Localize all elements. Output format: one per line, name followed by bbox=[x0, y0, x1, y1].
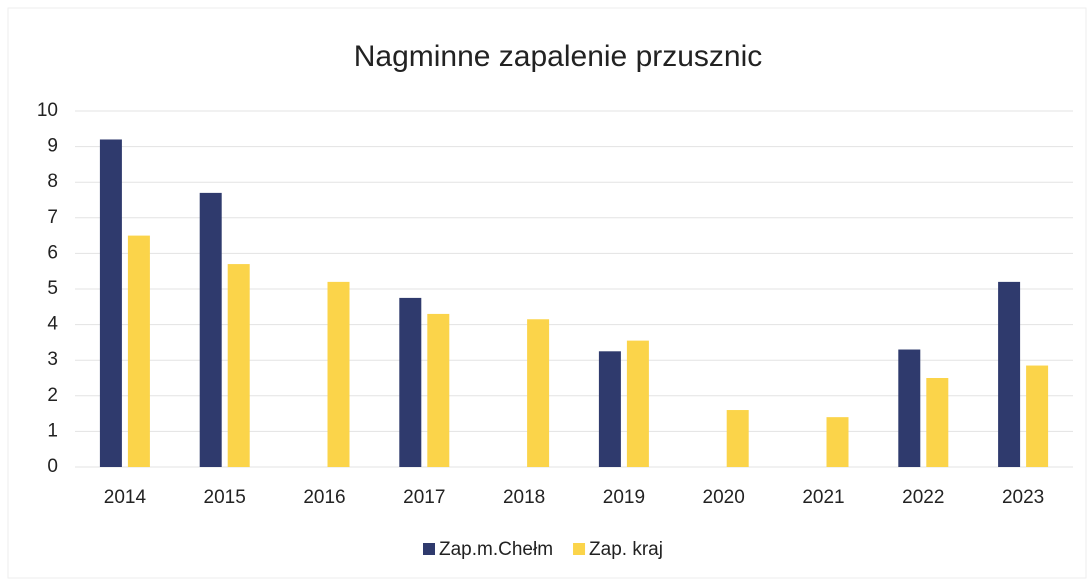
bar bbox=[99, 139, 122, 468]
legend-label: Zap.m.Chełm bbox=[439, 539, 553, 560]
chart-title: Nagminne zapalenie przusznic bbox=[354, 40, 763, 73]
bar bbox=[726, 410, 749, 467]
legend-swatch bbox=[573, 543, 586, 555]
bar bbox=[327, 281, 350, 467]
x-tick-label: 2018 bbox=[503, 487, 545, 508]
y-tick-label: 10 bbox=[37, 100, 58, 121]
bar bbox=[898, 349, 921, 467]
y-tick-label: 6 bbox=[47, 242, 58, 263]
bar bbox=[926, 378, 949, 467]
bar bbox=[998, 281, 1021, 467]
x-tick-label: 2015 bbox=[204, 487, 246, 508]
y-tick-label: 7 bbox=[47, 207, 58, 228]
bar bbox=[1026, 365, 1049, 467]
x-tick-label: 2014 bbox=[104, 487, 147, 508]
legend-label: Zap. kraj bbox=[589, 539, 663, 560]
bar bbox=[527, 319, 550, 467]
x-tick-label: 2022 bbox=[902, 487, 944, 508]
bar bbox=[399, 297, 422, 467]
y-tick-label: 0 bbox=[47, 456, 58, 477]
y-tick-label: 9 bbox=[47, 136, 58, 157]
bar bbox=[598, 351, 621, 467]
bar bbox=[227, 264, 250, 467]
x-tick-label: 2021 bbox=[802, 487, 844, 508]
y-tick-label: 5 bbox=[47, 278, 58, 299]
x-tick-label: 2023 bbox=[1002, 487, 1044, 508]
chart-frame bbox=[7, 7, 1087, 579]
y-tick-label: 8 bbox=[47, 171, 58, 192]
x-tick-label: 2016 bbox=[303, 487, 345, 508]
bar bbox=[826, 417, 849, 467]
x-tick-label: 2020 bbox=[703, 487, 745, 508]
y-tick-label: 3 bbox=[47, 349, 58, 370]
bar bbox=[626, 340, 649, 467]
bar bbox=[199, 192, 222, 467]
x-tick-label: 2017 bbox=[403, 487, 445, 508]
x-tick-label: 2019 bbox=[603, 487, 645, 508]
bar bbox=[127, 235, 150, 467]
y-tick-label: 1 bbox=[47, 420, 58, 441]
y-tick-label: 2 bbox=[47, 385, 58, 406]
bar bbox=[427, 313, 450, 467]
legend-swatch bbox=[423, 543, 435, 555]
y-tick-label: 4 bbox=[47, 314, 58, 335]
